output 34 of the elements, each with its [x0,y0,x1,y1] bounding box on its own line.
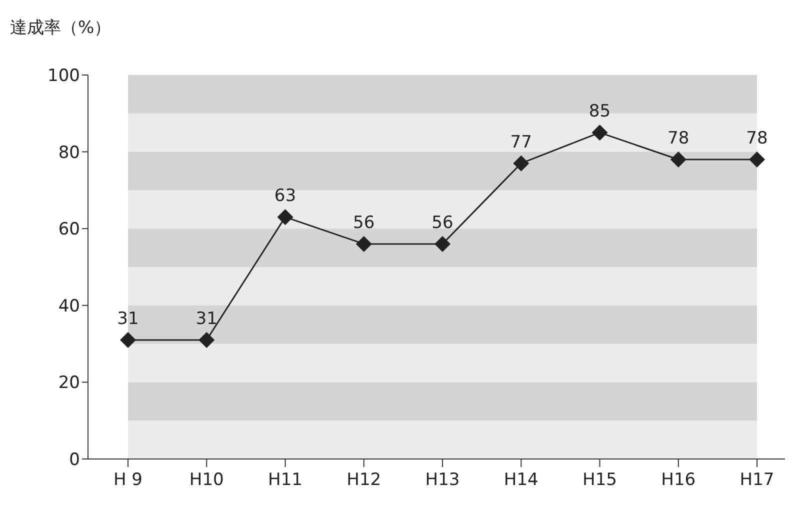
y-tick-label: 100 [48,66,80,86]
data-label: 63 [274,186,296,206]
point [198,332,215,348]
x-tick-label: H12 [346,470,382,490]
y-tick-label: 60 [58,220,80,240]
data-label: 78 [746,128,768,148]
y-tick-label: 40 [58,296,80,316]
point [513,155,530,172]
y-tick-label: 20 [58,373,80,394]
x-tick-label: H13 [425,470,460,490]
y-tick-label: 0 [69,450,80,470]
x-tick-label: H 9 [113,470,143,490]
data-label: 77 [510,132,532,152]
x-tick-label: H11 [268,470,302,490]
x-tick-label: H10 [189,470,224,490]
data-label: 78 [668,128,690,148]
x-tick-label: H17 [740,470,774,490]
data-label: 31 [196,308,218,329]
point [749,151,765,168]
point [277,209,294,226]
x-tick-label: H16 [661,470,696,490]
data-label: 31 [117,308,139,329]
point [120,332,136,348]
point [592,124,608,141]
y-axis-title: 達成率（%） [10,17,112,39]
data-label: 56 [432,212,454,233]
x-tick-label: H15 [582,470,617,490]
x-tick-label: H14 [504,470,538,490]
point [670,151,686,168]
y-tick-label: 80 [58,142,80,163]
data-label: 85 [588,102,611,122]
data-label: 56 [353,212,375,233]
point [356,236,372,252]
point [434,236,450,252]
